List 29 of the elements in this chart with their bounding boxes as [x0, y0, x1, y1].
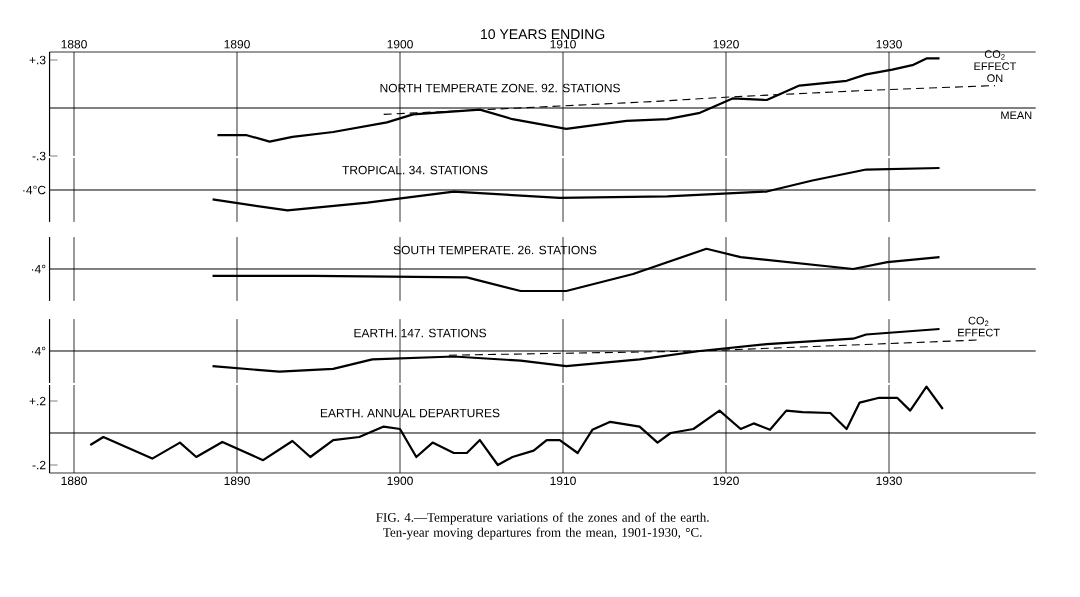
x-tick-label: 1880 [61, 476, 87, 486]
caption: FIG. 4.—Temperature variations of the zones and of the earth. Ten-year moving departures from the mean, 1901-1930, °C. [376, 512, 709, 540]
x-tick-label: 1910 [550, 476, 576, 486]
ref-line-label: MEAN [1001, 111, 1032, 120]
y-tick-label: -.3 [32, 151, 46, 161]
x-tick-label: 1920 [713, 39, 739, 49]
x-tick-label: 1890 [224, 476, 250, 486]
x-tick-label: 1930 [876, 39, 902, 49]
annotation: CO$_{2}$ EFFECT [958, 316, 1000, 337]
y-axis-title: ·4° [31, 264, 46, 274]
x-tick-label: 1910 [550, 39, 576, 49]
x-tick-label: 1920 [713, 476, 739, 486]
y-axis-title: ·4°C [23, 185, 46, 195]
x-tick-label: 1930 [876, 476, 902, 486]
y-axis-title: ·4° [31, 346, 46, 356]
x-tick-label: 1900 [387, 39, 413, 49]
text: NORTH TEMPERATE ZONE. 92. STATIONS [380, 83, 620, 93]
y-tick-label: +.3 [29, 55, 46, 65]
y-tick-label: -.2 [32, 460, 46, 470]
x-axis-title: 10 YEARS ENDING [481, 29, 605, 40]
chart-title: EARTH. 147. STATIONS [354, 328, 487, 338]
x-tick-label: 1900 [387, 476, 413, 486]
annotation: CO$_{2}$ EFFECT ON [974, 50, 1017, 83]
y-tick-label: +.2 [29, 396, 46, 406]
chart-title: TROPICAL. 34. STATIONS [342, 165, 488, 175]
chart-title: SOUTH TEMPERATE. 26. STATIONS [393, 245, 597, 255]
text: EARTH. ANNUAL DEPARTURES [320, 408, 500, 418]
x-tick-label: 1890 [224, 39, 250, 49]
x-tick-label: 1880 [61, 39, 87, 49]
